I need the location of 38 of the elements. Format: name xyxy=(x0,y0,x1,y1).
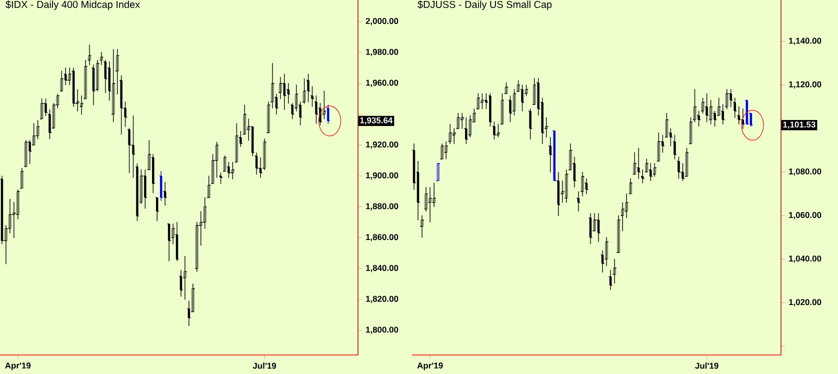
y-tick-label: 1,880.00 xyxy=(366,203,398,210)
candlestick xyxy=(115,49,120,94)
candlestick xyxy=(724,88,730,110)
y-tick-label: 1,900.00 xyxy=(366,172,398,180)
y-tick-label: 1,820.00 xyxy=(366,296,398,304)
y-tick-label: 1,860.00 xyxy=(366,234,398,242)
y-tick-label: 1,040.00 xyxy=(789,256,822,263)
candlestick xyxy=(656,132,661,162)
candlestick xyxy=(448,124,452,144)
y-tick-label: 2,000.00 xyxy=(366,18,398,26)
x-tick-label: Apr'19 xyxy=(417,362,443,370)
y-tick-label: 1,800.00 xyxy=(366,326,398,334)
candlestick xyxy=(234,123,239,162)
candlestick xyxy=(632,152,637,175)
candlestick xyxy=(60,70,64,92)
text: 1,101.53 xyxy=(783,122,816,129)
y-tick-label: 1,060.00 xyxy=(789,212,822,220)
y-tick-label: 1,960.00 xyxy=(366,80,398,87)
chart-title: $IDX - Daily 400 Midcap Index xyxy=(6,0,140,10)
y-tick-label: 1,140.00 xyxy=(789,38,822,45)
x-tick-label: Jul'19 xyxy=(252,362,276,369)
candlestick xyxy=(532,78,536,105)
y-tick-label: 1,920.00 xyxy=(366,141,398,149)
y-tick-label: 1,980.00 xyxy=(366,48,398,56)
x-tick-label: Apr'19 xyxy=(5,362,31,370)
chart-title: $DJUSS - Daily US Small Cap xyxy=(418,0,552,10)
x-tick-label: Jul'19 xyxy=(695,362,718,369)
candlestick xyxy=(111,49,116,122)
y-tick-label: 1,080.00 xyxy=(789,168,822,176)
candlestick xyxy=(206,176,211,198)
candlestick xyxy=(456,112,460,129)
candlestick xyxy=(24,140,28,168)
text: 1,935.64 xyxy=(360,117,393,125)
candlestick xyxy=(20,168,24,189)
y-tick-label: 1,120.00 xyxy=(789,81,822,89)
y-tick-label: 1,020.00 xyxy=(789,299,822,306)
y-tick-label: 1,840.00 xyxy=(366,264,398,272)
candlestick xyxy=(476,93,480,110)
